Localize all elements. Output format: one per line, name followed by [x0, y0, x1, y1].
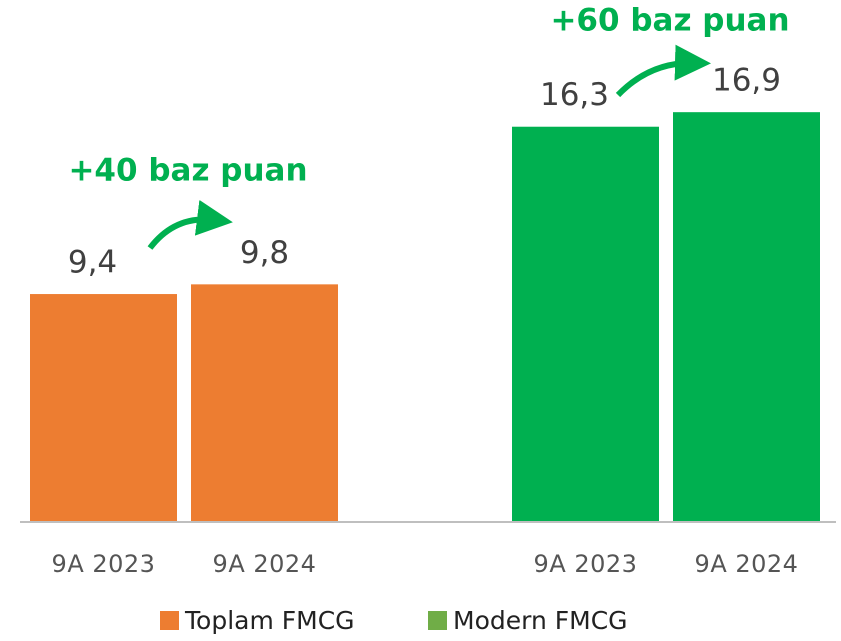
x-tick-label: 9A 2023	[52, 550, 156, 578]
bar	[512, 126, 659, 522]
annotation: +40 baz puan	[68, 153, 307, 189]
value-label: 9,4	[68, 245, 117, 281]
legend-swatch	[428, 611, 447, 630]
x-tick-label: 9A 2024	[695, 550, 799, 578]
x-tick-label: 9A 2024	[213, 550, 317, 578]
bar	[191, 284, 338, 522]
arrow	[615, 44, 711, 98]
value-label: 16,9	[712, 63, 781, 99]
value-label: 16,3	[540, 77, 609, 113]
legend-label: Modern FMCG	[453, 606, 628, 635]
bar	[30, 294, 177, 522]
value-label: 9,8	[240, 235, 289, 271]
x-tick-label: 9A 2023	[534, 550, 638, 578]
legend-label: Toplam FMCG	[184, 606, 355, 635]
arrow	[147, 199, 233, 250]
bar	[673, 112, 820, 523]
legend-swatch	[160, 611, 179, 630]
annotation: +60 baz puan	[550, 3, 789, 39]
